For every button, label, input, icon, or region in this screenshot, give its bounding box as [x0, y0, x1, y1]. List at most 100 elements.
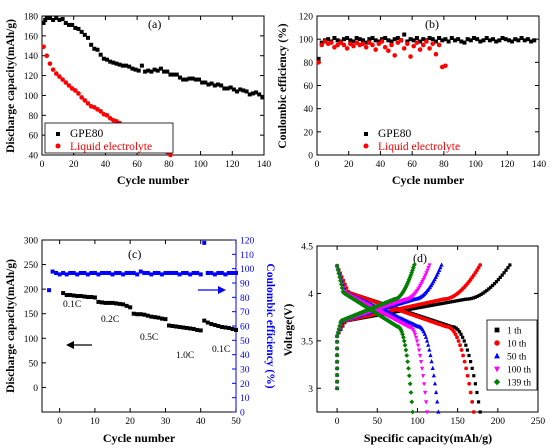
- left-arrow: [66, 341, 92, 349]
- x-tick-label: 0: [335, 417, 340, 427]
- discharge-point: [413, 335, 419, 340]
- charge-point: [427, 263, 432, 268]
- data-point: [209, 81, 214, 86]
- data-point: [235, 89, 240, 94]
- data-point: [465, 37, 470, 42]
- data-point: [57, 272, 62, 277]
- discharge-point: [424, 338, 430, 343]
- data-point: [174, 270, 179, 275]
- x-tick-label: 140: [532, 160, 547, 170]
- data-point: [127, 64, 132, 69]
- data-point: [60, 77, 65, 82]
- discharge-point: [334, 263, 340, 269]
- data-point: [44, 15, 49, 20]
- charge-point: [335, 330, 341, 336]
- x-tick-label: 50: [231, 417, 241, 427]
- data-point: [475, 37, 480, 42]
- data-point: [219, 324, 224, 329]
- data-point: [414, 40, 420, 45]
- data-point: [316, 56, 321, 61]
- data-point: [117, 270, 122, 275]
- data-point: [190, 76, 195, 81]
- data-point: [159, 316, 164, 321]
- discharge-point: [339, 285, 345, 291]
- data-point: [135, 272, 140, 277]
- data-point: [392, 37, 397, 42]
- data-point: [50, 269, 55, 274]
- x-tick-label: 0: [40, 160, 45, 170]
- data-point: [156, 270, 161, 275]
- charge-point: [441, 301, 445, 305]
- charge-point: [500, 273, 504, 277]
- data-point: [92, 295, 97, 300]
- data-point: [108, 59, 113, 64]
- data-point: [78, 294, 83, 299]
- discharge-point: [407, 381, 413, 387]
- data-point: [117, 62, 122, 67]
- data-point: [85, 35, 90, 40]
- data-point: [96, 272, 101, 277]
- data-point: [322, 39, 328, 44]
- discharge-point: [475, 390, 479, 395]
- discharge-point: [473, 382, 477, 386]
- discharge-point: [458, 343, 462, 348]
- charge-point: [481, 291, 485, 295]
- data-point: [398, 38, 404, 43]
- y2-tick-label: 70: [240, 308, 250, 318]
- rest-point: [334, 346, 340, 351]
- data-point: [128, 270, 133, 275]
- y-tick-label: 0: [33, 384, 38, 394]
- discharge-point: [470, 366, 474, 370]
- y-tick-label: 60: [29, 132, 39, 142]
- data-point: [383, 36, 388, 41]
- data-point: [124, 303, 129, 308]
- charge-point: [334, 333, 340, 339]
- data-point: [50, 67, 56, 72]
- data-point: [64, 293, 69, 298]
- legend-marker-gpe80: [56, 132, 60, 136]
- data-point: [332, 36, 337, 41]
- panel-b-label: (b): [425, 17, 439, 31]
- data-point: [348, 41, 353, 47]
- data-point: [68, 293, 73, 298]
- discharge-point: [431, 373, 436, 378]
- data-point: [195, 327, 200, 332]
- data-point: [158, 66, 163, 71]
- data-point: [71, 270, 76, 275]
- data-point: [427, 36, 432, 41]
- y2-tick-label: 80: [240, 294, 250, 304]
- charge-point: [435, 302, 439, 307]
- charge-point: [494, 280, 499, 284]
- discharge-point: [416, 348, 422, 353]
- data-point: [335, 42, 340, 48]
- panel-c-plot-area: [41, 239, 237, 413]
- data-point: [386, 48, 391, 54]
- data-point: [152, 315, 157, 320]
- data-point: [51, 17, 56, 22]
- charge-point: [434, 272, 440, 277]
- data-point: [354, 40, 359, 45]
- charge-point: [485, 288, 489, 293]
- data-point: [223, 272, 228, 277]
- charge-point: [439, 262, 444, 267]
- data-point: [408, 54, 413, 59]
- data-point: [226, 270, 231, 275]
- data-point: [234, 270, 238, 275]
- charge-point: [395, 310, 399, 314]
- x-tick-label: 40: [196, 417, 206, 427]
- data-point: [174, 72, 179, 77]
- data-point: [107, 300, 112, 305]
- y-tick-label: 3.5: [301, 337, 313, 347]
- data-point: [364, 40, 369, 45]
- data-point: [143, 69, 148, 74]
- y2-tick-label: 10: [240, 394, 250, 404]
- data-point: [76, 26, 81, 31]
- data-point: [105, 57, 110, 62]
- data-point: [135, 312, 140, 317]
- y-tick-label: 40: [304, 105, 314, 115]
- data-point: [417, 47, 423, 52]
- data-point: [328, 40, 334, 45]
- discharge-point: [461, 335, 465, 339]
- data-point: [145, 313, 150, 318]
- data-point: [433, 39, 438, 44]
